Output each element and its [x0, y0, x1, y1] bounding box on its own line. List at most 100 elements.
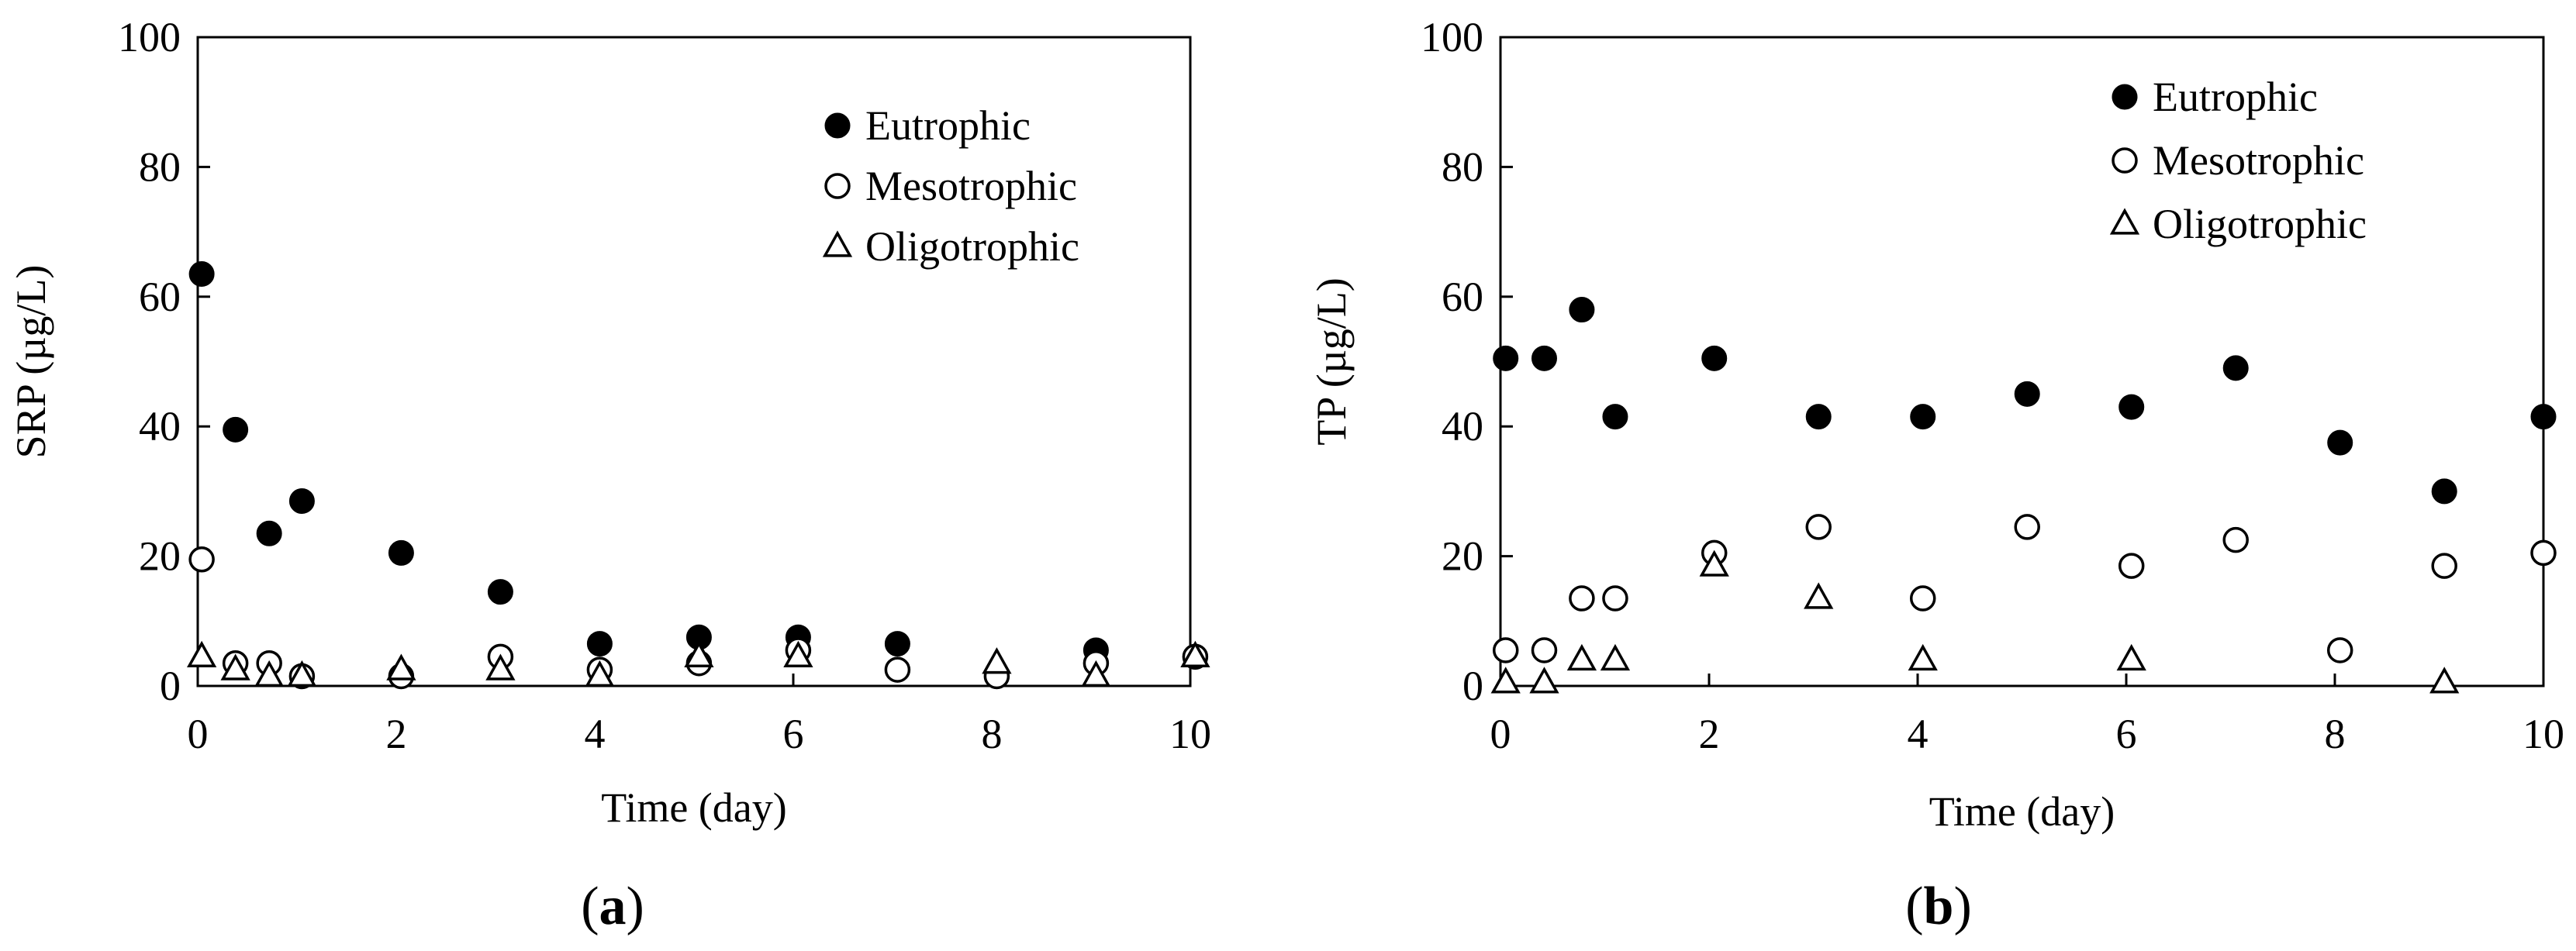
- data-point-eutrophic: [2431, 478, 2457, 505]
- legend-entry-eutrophic: Eutrophic: [2153, 74, 2318, 120]
- data-point-mesotrophic: [2014, 514, 2040, 540]
- data-point-oligotrophic: [783, 640, 813, 667]
- x-tick-label: 2: [1699, 711, 1720, 757]
- data-point-oligotrophic: [2116, 643, 2146, 671]
- data-point-eutrophic: [256, 520, 282, 546]
- legend-marker-oligotrophic: [822, 230, 853, 257]
- data-point-mesotrophic: [1492, 637, 1519, 663]
- series-oligotrophic: [186, 640, 1210, 687]
- data-point-eutrophic: [884, 631, 910, 657]
- data-point-eutrophic: [2014, 381, 2040, 407]
- series-eutrophic: [1493, 297, 2557, 505]
- y-tick-label: 0: [1462, 663, 1483, 709]
- y-tick-label: 80: [1442, 143, 1483, 190]
- legend-entry-mesotrophic: Mesotrophic: [865, 163, 1077, 209]
- plot-frame: [1499, 36, 2545, 687]
- y-tick-label: 40: [139, 403, 181, 450]
- data-point-oligotrophic: [982, 647, 1012, 674]
- plot-frame: [196, 36, 1192, 687]
- data-point-eutrophic: [1602, 404, 1628, 430]
- data-point-oligotrophic: [1699, 550, 1729, 577]
- legend-marker-oligotrophic: [2109, 208, 2140, 235]
- legend-entry-mesotrophic: Mesotrophic: [2153, 137, 2364, 184]
- data-point-oligotrophic: [287, 660, 317, 687]
- data-point-oligotrophic: [220, 653, 250, 681]
- data-point-eutrophic: [188, 261, 215, 288]
- legend-marker-mesotrophic: [824, 173, 851, 199]
- data-point-oligotrophic: [1908, 643, 1938, 671]
- legend-entry-oligotrophic: Oligotrophic: [865, 223, 1079, 270]
- x-tick-label: 0: [188, 711, 209, 757]
- legend-entry-oligotrophic: Oligotrophic: [2153, 201, 2367, 247]
- x-tick-label: 8: [2325, 711, 2346, 757]
- data-point-oligotrophic: [1566, 643, 1597, 671]
- y-tick-label: 60: [139, 274, 181, 320]
- data-point-mesotrophic: [1805, 514, 1832, 540]
- data-point-mesotrophic: [884, 656, 911, 683]
- data-point-eutrophic: [586, 631, 613, 657]
- legend-marker-mesotrophic: [2112, 147, 2138, 174]
- legend-marker-eutrophic: [824, 112, 851, 139]
- x-tick-label: 2: [386, 711, 407, 757]
- data-point-eutrophic: [2530, 404, 2557, 430]
- x-tick-label: 8: [982, 711, 1003, 757]
- data-point-oligotrophic: [485, 653, 516, 681]
- data-point-oligotrophic: [1180, 640, 1210, 667]
- data-point-oligotrophic: [186, 640, 217, 667]
- data-point-eutrophic: [1569, 297, 1595, 323]
- series-eutrophic: [188, 261, 1208, 670]
- data-point-mesotrophic: [1909, 585, 1936, 612]
- y-tick-label: 0: [160, 663, 181, 709]
- x-tick-label: 10: [1169, 711, 1211, 757]
- x-tick-label: 10: [2522, 711, 2564, 757]
- data-point-oligotrophic: [254, 660, 285, 687]
- data-point-mesotrophic: [2530, 539, 2557, 567]
- data-point-mesotrophic: [188, 546, 215, 573]
- series-oligotrophic: [1490, 550, 2460, 694]
- x-tick-label: 4: [585, 711, 606, 757]
- y-tick-label: 20: [139, 533, 181, 580]
- data-point-eutrophic: [1493, 345, 1519, 371]
- y-axis-label: TP (µg/L): [1308, 277, 1355, 446]
- x-axis-label: Time (day): [1929, 788, 2115, 835]
- legend-marker-eutrophic: [2112, 84, 2138, 110]
- data-point-eutrophic: [1910, 404, 1936, 430]
- data-point-eutrophic: [388, 539, 414, 566]
- data-point-oligotrophic: [1600, 643, 1631, 671]
- y-tick-label: 100: [1421, 14, 1483, 60]
- x-axis-label: Time (day): [601, 784, 787, 831]
- data-point-oligotrophic: [386, 653, 416, 681]
- data-point-mesotrophic: [2431, 553, 2457, 579]
- data-point-oligotrophic: [2429, 667, 2460, 694]
- data-point-mesotrophic: [1531, 637, 1558, 663]
- panel-label: (a): [581, 877, 644, 936]
- x-tick-label: 6: [2116, 711, 2137, 757]
- data-point-mesotrophic: [1602, 585, 1628, 612]
- data-point-oligotrophic: [1490, 667, 1521, 694]
- legend: Eutrophic Mesotrophic Oligotrophic: [822, 102, 1079, 270]
- chart-panel-a: 0 20 40 60 80 100 0 2 4 6 8 10 Time (day) SRP (µg/L) E…: [8, 14, 1211, 936]
- y-tick-label: 20: [1442, 533, 1483, 580]
- data-point-mesotrophic: [2222, 526, 2249, 553]
- legend: Eutrophic Mesotrophic Oligotrophic: [2109, 74, 2367, 247]
- x-tick-label: 4: [1908, 711, 1929, 757]
- y-tick-label: 60: [1442, 274, 1483, 320]
- data-point-oligotrophic: [1529, 667, 1559, 694]
- data-point-mesotrophic: [1569, 585, 1595, 612]
- data-point-oligotrophic: [1804, 582, 1834, 609]
- y-tick-label: 40: [1442, 403, 1483, 450]
- data-point-eutrophic: [2118, 394, 2145, 420]
- data-point-mesotrophic: [2118, 553, 2145, 579]
- x-tick-label: 0: [1490, 711, 1511, 757]
- data-point-eutrophic: [487, 579, 513, 605]
- y-tick-label: 100: [118, 14, 181, 60]
- data-point-eutrophic: [2327, 429, 2353, 456]
- data-point-oligotrophic: [1081, 660, 1111, 687]
- series-mesotrophic: [1492, 514, 2557, 663]
- y-tick-label: 80: [139, 143, 181, 190]
- x-tick-label: 6: [783, 711, 804, 757]
- y-axis-label: SRP (µg/L): [8, 265, 54, 459]
- data-point-eutrophic: [1701, 345, 1728, 371]
- chart-panel-b: 0 20 40 60 80 100 0 2 4 6 8 10 Time (day) TP (µg/L) Eu…: [1308, 14, 2564, 936]
